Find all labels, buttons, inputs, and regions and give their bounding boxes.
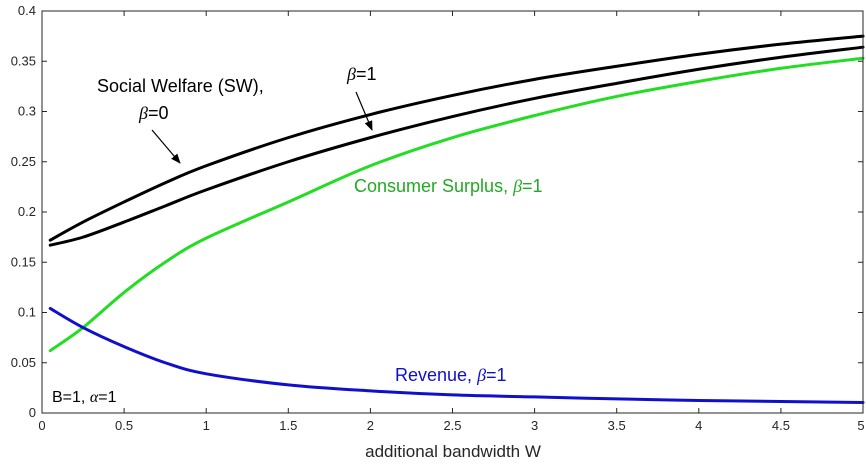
x-tick-label: 3.5 [608, 418, 626, 433]
axes-box [41, 10, 864, 414]
x-tick-label: 2.5 [443, 418, 461, 433]
beta-value: =1 [486, 365, 507, 385]
series-line-sw-beta1 [48, 45, 865, 247]
x-tick-label: 0.5 [115, 418, 133, 433]
beta-symbol: β [512, 176, 522, 196]
x-tick-label: 4.5 [772, 418, 790, 433]
y-tick-label: 0 [29, 405, 36, 420]
params-b: B=1, [52, 389, 90, 406]
y-tick-label: 0.05 [11, 355, 36, 370]
y-tick-label: 0.25 [11, 154, 36, 169]
y-tick-label: 0.15 [11, 254, 36, 269]
y-tick-label: 0.2 [18, 204, 36, 219]
annotation-consumer-surplus: Consumer Surplus, β=1 [354, 176, 543, 196]
alpha-symbol: α [90, 389, 99, 406]
series-line-consumer-surplus [48, 56, 865, 353]
series-layer [48, 34, 865, 404]
beta-symbol: β [346, 64, 356, 84]
beta-value: =1 [522, 176, 543, 196]
series-line-sw-beta0 [48, 34, 865, 242]
series-line-revenue [48, 306, 865, 404]
x-tick-label: 0 [38, 418, 45, 433]
annotation-sw-beta0: β=0 [138, 103, 169, 123]
annotation-params: B=1, α=1 [52, 389, 117, 406]
beta-value: =1 [356, 64, 377, 84]
x-tick-label: 1 [203, 418, 210, 433]
x-tick-label: 4 [695, 418, 702, 433]
x-axis-label: additional bandwidth W [365, 442, 541, 461]
alpha-value: =1 [98, 389, 116, 406]
rev-text: Revenue, [395, 365, 477, 385]
arrow-sw-beta0 [151, 129, 181, 164]
annotation-sw-beta1: β=1 [346, 64, 377, 84]
annotation-revenue: Revenue, β=1 [395, 365, 507, 385]
y-tick-label: 0.4 [18, 3, 36, 18]
x-tick-label: 1.5 [279, 418, 297, 433]
arrow-sw-beta1 [355, 91, 373, 131]
x-tick-label: 2 [367, 418, 374, 433]
y-tick-label: 0.1 [18, 305, 36, 320]
x-tick-label: 5 [857, 418, 864, 433]
beta-value: =0 [148, 103, 169, 123]
x-axis: 0 0.5 1 1.5 2 2.5 3 3.5 4 4.5 5 [38, 11, 865, 433]
beta-symbol: β [138, 103, 148, 123]
annotation-sw-line1: Social Welfare (SW), [97, 76, 264, 96]
x-tick-label: 3 [531, 418, 538, 433]
y-tick-label: 0.3 [18, 104, 36, 119]
beta-symbol: β [476, 365, 486, 385]
y-tick-label: 0.35 [11, 53, 36, 68]
cs-text: Consumer Surplus, [354, 176, 513, 196]
y-axis: 0 0.05 0.1 0.15 0.2 0.25 0.3 0.35 0.4 [11, 3, 863, 420]
